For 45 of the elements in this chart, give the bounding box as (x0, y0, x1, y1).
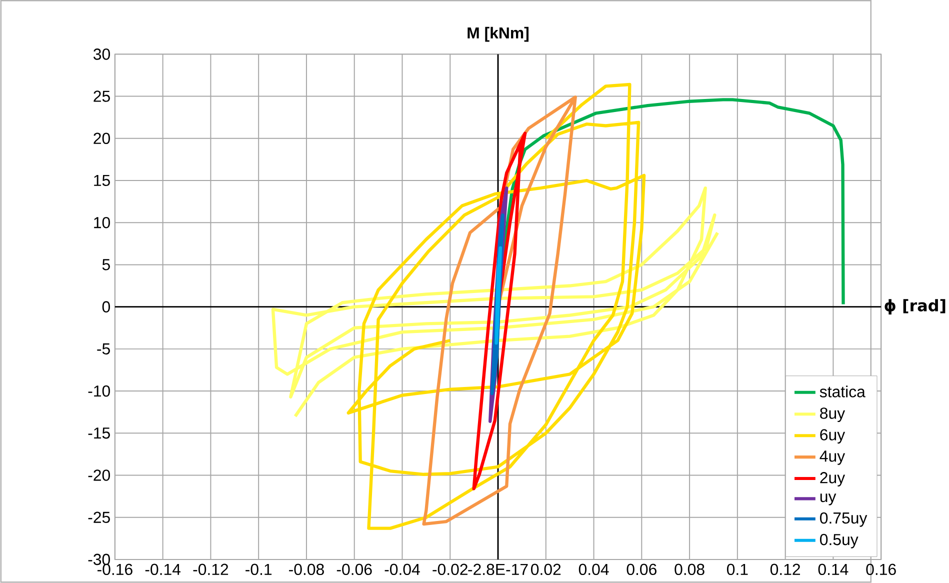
legend-label: statica (820, 386, 866, 398)
y-axis-title: M [kNm] (468, 26, 529, 42)
x-tick-label: 0.08 (674, 564, 704, 576)
line-series (494, 246, 502, 345)
y-tick-label: -25 (88, 512, 110, 523)
y-tick-label: -5 (97, 343, 110, 354)
x-tick-label: -0.02 (432, 564, 468, 576)
x-tick-label: -0.04 (384, 564, 420, 576)
x-tick-label: -0.1 (246, 564, 272, 576)
y-tick-label: 0 (102, 301, 110, 312)
x-tick-label: -0.08 (289, 564, 324, 576)
legend-label: 2uy (820, 472, 846, 486)
x-tick-label: -0.16 (97, 564, 132, 576)
line-series (271, 186, 720, 418)
y-tick-label: 10 (94, 216, 110, 228)
legend-label: 0.5uy (820, 534, 858, 548)
y-tick-label: 25 (94, 90, 110, 102)
x-tick-label: -2.8E-17 (468, 564, 528, 576)
x-tick-label: 0.02 (531, 564, 561, 576)
y-tick-label: 20 (94, 132, 110, 144)
x-tick-label: -0.06 (336, 564, 372, 576)
y-tick-label: -15 (88, 428, 110, 439)
y-tick-label: 15 (94, 174, 110, 186)
x-tick-label: 0.14 (818, 564, 848, 576)
y-tick-label: 5 (102, 259, 110, 270)
legend-label: 8uy (820, 408, 846, 422)
legend-label: 0.75uy (820, 512, 868, 527)
x-tick-label: 0.16 (866, 564, 896, 576)
x-tick-label: -0.14 (145, 564, 180, 576)
legend-label: 4uy (820, 450, 846, 465)
line-series (346, 82, 646, 530)
legend-label: uy (820, 494, 836, 506)
legend-label: 6uy (820, 429, 846, 444)
x-tick-label: 0.04 (578, 564, 609, 576)
x-tick-label: 0.1 (726, 564, 748, 576)
x-tick-label: -0.12 (193, 564, 228, 576)
y-tick-label: 30 (94, 48, 110, 60)
y-tick-label: -20 (88, 470, 110, 481)
line-series (472, 132, 527, 490)
y-tick-label: -10 (88, 385, 110, 397)
y-tick-label: -30 (88, 554, 110, 566)
x-tick-label: 0.06 (626, 564, 656, 576)
x-axis-title: ϕ [rad] (884, 299, 946, 315)
x-tick-label: 0.12 (770, 564, 800, 576)
line-series (422, 96, 577, 526)
